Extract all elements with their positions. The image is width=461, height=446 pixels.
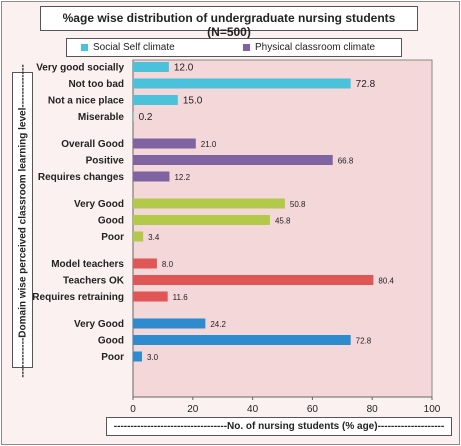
data-label-very-good-socially: 12.0 [174, 63, 194, 74]
bar-overall-good [133, 138, 196, 149]
x-tick-label-60: 60 [307, 404, 319, 415]
data-label-positive: 66.8 [338, 157, 354, 166]
chart-title-box: %age wise distribution of undergraduate … [40, 6, 418, 39]
data-label-poor: 3.0 [147, 353, 159, 362]
x-tick-label-0: 0 [130, 404, 136, 415]
legend-label-physical-classroom: Physical classroom climate [255, 42, 376, 53]
bar-good [133, 215, 270, 225]
bar-requires-retraining [133, 291, 168, 302]
category-label-requires-changes: Requires changes [38, 172, 125, 183]
category-label-good: Good [98, 336, 124, 347]
data-label-requires-changes: 12.2 [174, 173, 190, 182]
bar-not-a-nice-place [133, 95, 178, 105]
bar-requires-changes [133, 171, 170, 182]
category-label-poor: Poor [101, 232, 124, 243]
plot-area [132, 59, 433, 398]
category-label-teachers-ok: Teachers OK [63, 276, 125, 287]
x-tick-label-20: 20 [187, 404, 199, 415]
y-axis-label-box: ------------Domain wise perceived classr… [12, 64, 33, 378]
bar-very-good [133, 198, 285, 209]
x-tick-label-100: 100 [424, 404, 441, 415]
legend-swatch-social-self [81, 44, 88, 51]
data-label-teachers-ok: 80.4 [378, 277, 394, 286]
bar-good [133, 335, 351, 345]
legend-label-social-self: Social Self climate [93, 42, 175, 53]
data-label-miserable: 0.2 [139, 112, 153, 123]
category-label-model-teachers: Model teachers [51, 259, 124, 270]
data-label-not-too-bad: 72.8 [356, 79, 376, 90]
category-label-very-good-socially: Very good socially [36, 63, 124, 74]
x-tick-label-40: 40 [247, 404, 259, 415]
data-label-good: 72.8 [356, 337, 372, 346]
bar-very-good-socially [133, 62, 169, 72]
x-tick-label-80: 80 [367, 404, 379, 415]
data-label-good: 45.8 [275, 217, 291, 226]
bar-not-too-bad [133, 78, 351, 89]
bar-miserable [133, 111, 134, 122]
data-label-overall-good: 21.0 [201, 140, 217, 149]
category-label-very-good: Very Good [74, 319, 124, 330]
bar-positive [133, 155, 333, 165]
category-label-miserable: Miserable [78, 112, 125, 123]
category-label-not-a-nice-place: Not a nice place [48, 96, 125, 107]
legend: Social Self climate Physical classroom c… [66, 38, 402, 57]
data-label-very-good: 24.2 [210, 320, 226, 329]
data-label-not-a-nice-place: 15.0 [183, 96, 203, 107]
data-label-poor: 3.4 [148, 233, 160, 242]
category-label-poor: Poor [101, 352, 124, 363]
category-label-overall-good: Overall Good [61, 139, 124, 150]
chart-title: %age wise distribution of undergraduate … [62, 11, 396, 39]
x-axis-label: ----------------------------------No. of… [113, 421, 445, 432]
bar-teachers-ok [133, 275, 374, 285]
category-label-requires-retraining: Requires retraining [32, 292, 124, 303]
category-label-positive: Positive [86, 156, 125, 167]
data-label-very-good: 50.8 [290, 200, 306, 209]
category-label-very-good: Very Good [74, 199, 124, 210]
data-label-requires-retraining: 11.6 [173, 293, 189, 302]
category-label-good: Good [98, 216, 124, 227]
bar-poor [133, 231, 144, 242]
bar-model-teachers [133, 258, 157, 269]
x-axis-label-box: ----------------------------------No. of… [106, 417, 452, 436]
legend-swatch-physical-classroom [243, 44, 250, 51]
bar-very-good [133, 318, 206, 329]
bar-poor [133, 351, 142, 362]
data-label-model-teachers: 8.0 [162, 260, 174, 269]
category-label-not-too-bad: Not too bad [68, 79, 124, 90]
